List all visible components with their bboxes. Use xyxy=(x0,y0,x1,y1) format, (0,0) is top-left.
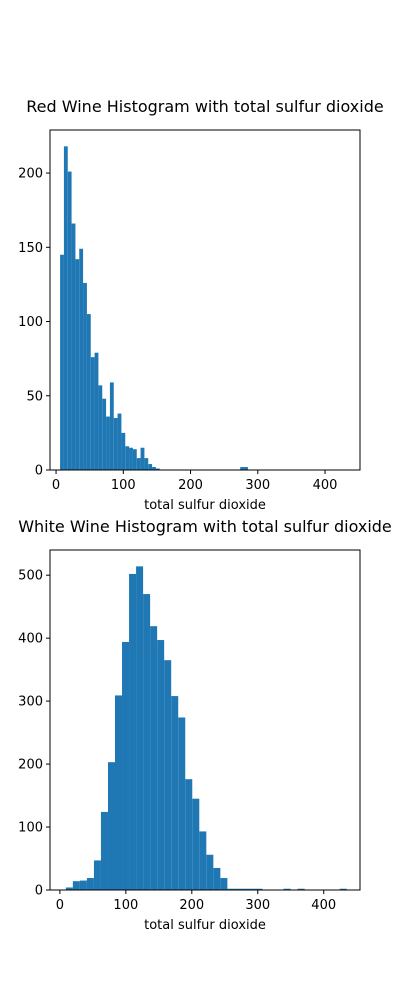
white-wine-x-tick-label-0: 0 xyxy=(56,898,64,913)
red-wine-y-tick-label-4: 200 xyxy=(18,167,43,182)
white-wine-bar-30 xyxy=(339,888,347,890)
white-wine-bar-18 xyxy=(192,798,200,890)
red-wine-bar-4 xyxy=(75,259,80,470)
white-wine-bar-19 xyxy=(199,831,207,890)
white-wine-bar-15 xyxy=(171,696,179,890)
white-wine-x-tick-label-4: 400 xyxy=(311,898,336,913)
white-wine-bar-8 xyxy=(122,641,130,890)
white-wine-bar-1 xyxy=(72,881,80,890)
white-wine-y-tick-label-1: 100 xyxy=(18,821,43,836)
white-wine-title: White Wine Histogram with total sulfur d… xyxy=(18,517,392,536)
red-wine-bar-25 xyxy=(155,468,160,470)
white-wine-bar-13 xyxy=(157,640,165,890)
white-wine-bar-26 xyxy=(248,888,256,890)
red-wine-bar-14 xyxy=(113,418,118,470)
red-wine-bar-20 xyxy=(136,458,141,470)
white-wine-axes-frame xyxy=(49,549,361,891)
red-wine-bar-13 xyxy=(109,382,114,470)
red-wine-x-tick-label-4: 400 xyxy=(313,478,338,493)
white-wine-bar-23 xyxy=(227,888,235,890)
white-wine-bar-16 xyxy=(178,717,186,890)
red-wine-bar-23 xyxy=(148,464,153,470)
red-wine-bar-0 xyxy=(60,254,64,470)
white-wine-y-ticks: 0 100 200 300 400 500 xyxy=(18,569,50,899)
red-wine-bar-8 xyxy=(90,357,95,470)
white-wine-y-tick-label-3: 300 xyxy=(18,695,43,710)
white-wine-x-tick-label-2: 200 xyxy=(179,898,204,913)
red-wine-x-axis-label: total sulfur dioxide xyxy=(144,498,266,513)
red-wine-bar-6 xyxy=(83,282,87,470)
white-wine-bar-28 xyxy=(283,888,291,890)
red-wine-bar-15 xyxy=(117,413,122,470)
white-wine-x-tick-label-3: 300 xyxy=(245,898,270,913)
white-wine-bar-2 xyxy=(79,880,87,890)
white-wine-bar-20 xyxy=(206,854,214,890)
red-wine-x-tick-label-3: 300 xyxy=(245,478,270,493)
white-wine-y-tick-label-5: 500 xyxy=(18,569,43,584)
red-wine-y-tick-label-3: 150 xyxy=(18,241,43,256)
white-wine-bar-10 xyxy=(136,566,144,890)
white-wine-bar-22 xyxy=(220,878,228,890)
red-wine-x-tick-label-2: 200 xyxy=(178,478,203,493)
white-wine-x-tick-label-1: 100 xyxy=(113,898,138,913)
red-wine-bar-2 xyxy=(67,171,72,470)
white-wine-bar-9 xyxy=(129,573,137,890)
red-wine-bar-19 xyxy=(132,449,137,470)
red-wine-bar-24 xyxy=(152,467,156,470)
red-wine-bar-22 xyxy=(144,458,149,470)
red-wine-bar-18 xyxy=(129,447,133,470)
white-wine-bar-17 xyxy=(185,779,193,890)
white-wine-bars xyxy=(65,566,347,890)
red-wine-bars xyxy=(60,146,248,470)
red-wine-y-tick-label-2: 100 xyxy=(18,315,43,330)
red-wine-bar-3 xyxy=(71,223,76,470)
white-wine-bar-7 xyxy=(115,695,123,890)
red-wine-x-tick-label-1: 100 xyxy=(111,478,136,493)
white-wine-bar-4 xyxy=(93,860,101,890)
red-wine-bar-26 xyxy=(240,467,245,470)
white-wine-bar-14 xyxy=(164,660,172,890)
red-wine-y-ticks: 0 50 100 150 200 xyxy=(18,167,50,479)
red-wine-bar-11 xyxy=(102,398,107,470)
red-wine-bar-9 xyxy=(94,352,99,470)
white-wine-x-axis-label: total sulfur dioxide xyxy=(144,918,266,933)
red-wine-bar-17 xyxy=(125,446,130,470)
white-wine-bar-0 xyxy=(65,887,73,890)
white-wine-chart: White Wine Histogram with total sulfur d… xyxy=(18,517,392,933)
red-wine-bar-12 xyxy=(106,416,110,470)
red-wine-x-tick-label-0: 0 xyxy=(52,478,60,493)
white-wine-bar-25 xyxy=(241,888,249,890)
white-wine-bar-12 xyxy=(150,626,158,890)
white-wine-bar-5 xyxy=(100,811,108,890)
white-wine-y-tick-label-2: 200 xyxy=(18,758,43,773)
white-wine-y-tick-label-4: 400 xyxy=(18,632,43,647)
white-wine-bar-21 xyxy=(213,867,221,890)
white-wine-y-tick-label-0: 0 xyxy=(35,884,43,899)
red-wine-bar-10 xyxy=(98,385,103,470)
red-wine-bar-21 xyxy=(140,447,145,470)
red-wine-bar-16 xyxy=(121,432,126,470)
white-wine-bar-24 xyxy=(234,888,242,890)
white-wine-x-ticks: 0 100 200 300 400 xyxy=(56,890,336,913)
white-wine-bar-11 xyxy=(143,594,151,890)
red-wine-y-tick-label-1: 50 xyxy=(26,389,43,404)
red-wine-bar-7 xyxy=(86,314,91,470)
red-wine-bar-27 xyxy=(244,467,248,470)
red-wine-x-ticks: 0 100 200 300 400 xyxy=(52,470,338,493)
white-wine-bar-6 xyxy=(107,762,115,890)
red-wine-axes-frame xyxy=(49,129,361,471)
red-wine-y-tick-label-0: 0 xyxy=(35,464,43,479)
red-wine-chart: Red Wine Histogram with total sulfur dio… xyxy=(18,97,384,513)
white-wine-bar-27 xyxy=(255,888,263,890)
red-wine-bar-1 xyxy=(63,146,68,470)
red-wine-title: Red Wine Histogram with total sulfur dio… xyxy=(26,97,383,116)
red-wine-bar-5 xyxy=(79,248,84,470)
white-wine-bar-29 xyxy=(297,888,305,890)
white-wine-bar-3 xyxy=(86,878,94,890)
